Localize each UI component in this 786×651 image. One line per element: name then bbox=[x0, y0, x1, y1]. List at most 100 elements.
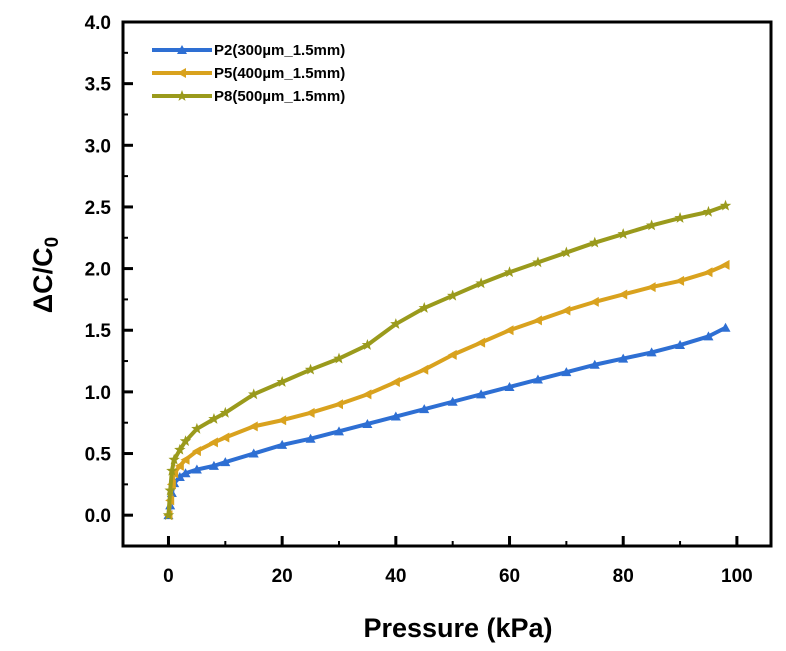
data-point bbox=[719, 199, 732, 211]
data-point bbox=[219, 406, 232, 418]
data-point bbox=[333, 352, 345, 364]
data-point bbox=[476, 389, 487, 399]
data-point bbox=[390, 318, 402, 329]
y-axis-title-main: ΔC/C bbox=[28, 247, 58, 313]
x-axis-ticks: 0 20 40 60 80 100 bbox=[163, 536, 753, 587]
data-point bbox=[162, 509, 175, 521]
y-tick-label: 2.5 bbox=[85, 198, 112, 219]
data-point bbox=[532, 315, 542, 326]
data-point bbox=[504, 381, 515, 391]
data-point bbox=[446, 289, 459, 301]
data-point bbox=[560, 246, 573, 258]
data-point bbox=[334, 426, 344, 436]
data-point bbox=[561, 305, 571, 316]
series-2 bbox=[163, 259, 730, 521]
data-point bbox=[361, 339, 374, 350]
data-point bbox=[220, 457, 231, 467]
legend: P2(300µm_1.5mm) P5(400µm_1.5mm) P8(500µm_1… bbox=[152, 42, 345, 105]
data-point bbox=[617, 228, 629, 239]
y-tick-label: 1.0 bbox=[85, 383, 111, 404]
series-line bbox=[166, 262, 728, 518]
data-point bbox=[390, 411, 401, 421]
data-point bbox=[419, 364, 429, 375]
data-point bbox=[674, 212, 686, 223]
data-point bbox=[248, 421, 258, 432]
data-point bbox=[561, 367, 572, 377]
data-point bbox=[180, 454, 190, 465]
data-point bbox=[532, 374, 543, 384]
series-1 bbox=[163, 322, 731, 520]
data-point bbox=[208, 437, 218, 448]
data-point bbox=[174, 460, 184, 471]
data-point bbox=[419, 404, 430, 414]
legend-marker bbox=[177, 45, 187, 54]
data-point bbox=[304, 363, 317, 375]
data-point bbox=[168, 453, 180, 465]
data-point bbox=[447, 349, 457, 360]
legend-label: P8(500µm_1.5mm) bbox=[214, 88, 345, 105]
data-point bbox=[277, 415, 287, 426]
data-point bbox=[418, 302, 430, 313]
data-point bbox=[646, 347, 657, 357]
data-point bbox=[702, 205, 715, 217]
x-tick-label: 20 bbox=[272, 566, 293, 587]
legend-marker bbox=[176, 90, 188, 101]
data-point bbox=[646, 282, 656, 293]
y-axis-title: ΔC/C0 bbox=[28, 237, 63, 313]
y-tick-label: 2.0 bbox=[85, 260, 111, 281]
legend-label: P2(300µm_1.5mm) bbox=[214, 42, 345, 59]
data-point bbox=[191, 446, 201, 457]
x-tick-label: 80 bbox=[613, 566, 634, 587]
data-point bbox=[180, 468, 191, 478]
data-point bbox=[618, 289, 628, 300]
x-tick-label: 0 bbox=[163, 566, 174, 587]
data-point bbox=[220, 432, 230, 443]
data-point bbox=[174, 471, 185, 481]
y-axis-title-subscript: 0 bbox=[42, 237, 63, 248]
x-axis-title: Pressure (kPa) bbox=[363, 613, 552, 643]
series-line bbox=[166, 203, 728, 518]
series-3 bbox=[162, 199, 732, 521]
data-point bbox=[532, 256, 544, 268]
y-tick-label: 3.0 bbox=[85, 136, 111, 157]
data-point bbox=[174, 443, 186, 455]
y-tick-label: 0.5 bbox=[85, 445, 112, 466]
data-point bbox=[589, 236, 601, 248]
data-point bbox=[191, 464, 202, 474]
data-point bbox=[720, 259, 730, 270]
data-point bbox=[362, 418, 373, 428]
data-point bbox=[675, 275, 685, 286]
data-point bbox=[503, 266, 516, 278]
data-point bbox=[589, 359, 600, 369]
plot-area-border bbox=[121, 20, 773, 548]
data-point bbox=[675, 340, 686, 350]
legend-marker bbox=[177, 68, 186, 78]
data-point bbox=[618, 353, 629, 363]
data-point bbox=[277, 439, 288, 449]
data-point bbox=[362, 389, 372, 400]
plot-frame bbox=[121, 20, 773, 548]
data-point bbox=[447, 396, 458, 406]
x-tick-label: 60 bbox=[499, 566, 520, 587]
data-point bbox=[191, 422, 203, 434]
data-point bbox=[248, 388, 260, 400]
data-point bbox=[166, 464, 178, 476]
y-tick-label: 0.0 bbox=[85, 506, 111, 527]
data-point bbox=[645, 219, 658, 231]
x-tick-label: 100 bbox=[721, 566, 753, 587]
series-layer bbox=[162, 199, 732, 521]
x-tick-label: 40 bbox=[385, 566, 406, 587]
data-point bbox=[305, 433, 316, 443]
data-point bbox=[334, 399, 343, 410]
data-point bbox=[589, 296, 599, 307]
y-axis-ticks: 0.0 0.5 1.0 1.5 2.0 2.5 3.0 3.5 4.0 bbox=[85, 13, 133, 527]
data-point bbox=[179, 435, 192, 447]
y-tick-label: 3.5 bbox=[85, 75, 112, 96]
data-point bbox=[248, 448, 259, 458]
data-point bbox=[720, 322, 731, 332]
data-point bbox=[703, 267, 713, 278]
data-point bbox=[305, 407, 315, 418]
y-tick-label: 1.5 bbox=[85, 321, 112, 342]
